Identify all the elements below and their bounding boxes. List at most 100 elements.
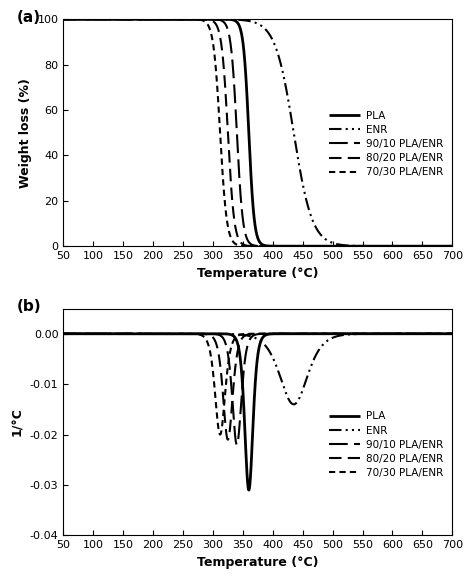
70/30 PLA/ENR — [105, 16, 110, 23]
90/10 PLA/ENR — [128, 16, 134, 23]
Line: PLA: PLA — [63, 334, 452, 490]
70/30 PLA/ENR — [400, 242, 406, 249]
90/10 PLA/ENR — [60, 16, 66, 23]
70/30 PLA/ENR — [210, 37, 215, 44]
PLA — [210, 330, 215, 337]
ENR — [400, 330, 406, 337]
Line: 80/20 PLA/ENR: 80/20 PLA/ENR — [63, 19, 452, 246]
Y-axis label: Weight loss (%): Weight loss (%) — [19, 78, 32, 188]
90/10 PLA/ENR — [210, 16, 215, 23]
ENR — [128, 16, 134, 23]
Text: (b): (b) — [17, 299, 41, 314]
Legend: PLA, ENR, 90/10 PLA/ENR, 80/20 PLA/ENR, 70/30 PLA/ENR: PLA, ENR, 90/10 PLA/ENR, 80/20 PLA/ENR, … — [325, 107, 447, 182]
80/20 PLA/ENR — [449, 330, 455, 337]
80/20 PLA/ENR — [210, 17, 215, 24]
80/20 PLA/ENR — [105, 330, 110, 337]
80/20 PLA/ENR — [442, 242, 447, 249]
Line: 90/10 PLA/ENR: 90/10 PLA/ENR — [63, 334, 452, 445]
70/30 PLA/ENR — [210, 364, 215, 371]
ENR — [449, 242, 455, 249]
Line: PLA: PLA — [63, 19, 452, 246]
80/20 PLA/ENR — [442, 330, 447, 337]
70/30 PLA/ENR — [60, 16, 66, 23]
PLA — [60, 16, 66, 23]
80/20 PLA/ENR — [400, 242, 406, 249]
80/20 PLA/ENR — [105, 16, 110, 23]
70/30 PLA/ENR — [442, 242, 447, 249]
PLA — [105, 330, 110, 337]
80/20 PLA/ENR — [128, 16, 134, 23]
PLA — [449, 242, 455, 249]
90/10 PLA/ENR — [442, 242, 447, 249]
ENR — [210, 331, 215, 338]
Y-axis label: 1/°C: 1/°C — [11, 408, 24, 436]
90/10 PLA/ENR — [449, 242, 455, 249]
PLA — [128, 16, 134, 23]
PLA — [442, 242, 447, 249]
Line: 70/30 PLA/ENR: 70/30 PLA/ENR — [63, 334, 452, 434]
ENR — [291, 401, 297, 408]
70/30 PLA/ENR — [105, 330, 110, 337]
ENR — [60, 330, 66, 337]
70/30 PLA/ENR — [442, 330, 447, 337]
80/20 PLA/ENR — [225, 436, 231, 443]
70/30 PLA/ENR — [449, 330, 455, 337]
90/10 PLA/ENR — [400, 330, 406, 337]
ENR — [449, 330, 455, 337]
ENR — [227, 16, 232, 23]
PLA — [128, 330, 134, 337]
PLA — [227, 331, 232, 338]
90/10 PLA/ENR — [227, 32, 232, 39]
80/20 PLA/ENR — [128, 330, 134, 337]
ENR — [60, 16, 66, 23]
80/20 PLA/ENR — [449, 242, 455, 249]
PLA — [210, 16, 215, 23]
PLA — [400, 330, 406, 337]
Line: ENR: ENR — [63, 334, 452, 404]
PLA — [449, 330, 455, 337]
90/10 PLA/ENR — [449, 330, 455, 337]
X-axis label: Temperature (°C): Temperature (°C) — [197, 267, 319, 280]
ENR — [442, 330, 447, 337]
70/30 PLA/ENR — [60, 330, 66, 337]
70/30 PLA/ENR — [217, 431, 223, 438]
90/10 PLA/ENR — [210, 331, 215, 338]
ENR — [442, 242, 447, 249]
ENR — [210, 16, 215, 23]
Line: 70/30 PLA/ENR: 70/30 PLA/ENR — [63, 19, 452, 246]
Line: 80/20 PLA/ENR: 80/20 PLA/ENR — [63, 334, 452, 440]
Line: 90/10 PLA/ENR: 90/10 PLA/ENR — [63, 19, 452, 246]
PLA — [442, 330, 447, 337]
90/10 PLA/ENR — [227, 361, 232, 368]
90/10 PLA/ENR — [128, 330, 134, 337]
Line: ENR: ENR — [63, 19, 452, 246]
90/10 PLA/ENR — [442, 330, 447, 337]
ENR — [128, 330, 134, 337]
90/10 PLA/ENR — [105, 16, 110, 23]
70/30 PLA/ENR — [400, 330, 406, 337]
80/20 PLA/ENR — [60, 330, 66, 337]
80/20 PLA/ENR — [210, 334, 215, 340]
80/20 PLA/ENR — [60, 16, 66, 23]
80/20 PLA/ENR — [227, 430, 232, 437]
PLA — [60, 330, 66, 337]
90/10 PLA/ENR — [400, 242, 406, 249]
ENR — [227, 331, 232, 338]
90/10 PLA/ENR — [60, 330, 66, 337]
70/30 PLA/ENR — [227, 229, 232, 236]
ENR — [105, 330, 110, 337]
PLA — [227, 16, 232, 23]
80/20 PLA/ENR — [400, 330, 406, 337]
70/30 PLA/ENR — [128, 16, 134, 23]
Text: (a): (a) — [17, 10, 41, 25]
70/30 PLA/ENR — [449, 242, 455, 249]
PLA — [400, 242, 406, 249]
70/30 PLA/ENR — [227, 352, 232, 359]
X-axis label: Temperature (°C): Temperature (°C) — [197, 556, 319, 569]
80/20 PLA/ENR — [227, 155, 232, 162]
90/10 PLA/ENR — [105, 330, 110, 337]
ENR — [105, 16, 110, 23]
PLA — [246, 487, 252, 494]
ENR — [400, 242, 406, 249]
PLA — [105, 16, 110, 23]
